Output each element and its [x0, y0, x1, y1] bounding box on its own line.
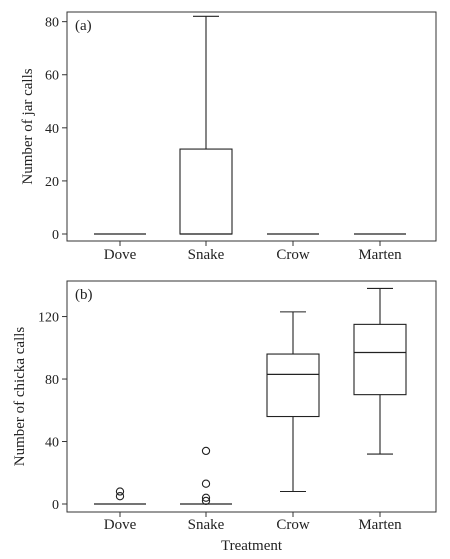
iqr-box [266, 353, 320, 418]
box-dove [94, 487, 146, 505]
x-tick-label: Dove [104, 517, 137, 533]
outlier-point [201, 493, 211, 502]
iqr-box [353, 323, 407, 396]
x-tick-label: Marten [358, 517, 402, 533]
outlier-point [115, 492, 125, 501]
panel-b: 0 40 80 120 Dove Snake Crow Marten (b) Number of … [12, 280, 437, 554]
y-tick-label: 80 [45, 16, 59, 31]
plot-frame [66, 11, 437, 242]
x-tick-label: Dove [104, 247, 137, 263]
outlier-point [201, 496, 211, 506]
x-tick-label: Marten [358, 247, 402, 263]
y-tick-label: 0 [52, 498, 59, 513]
plot-frame [66, 280, 437, 513]
box-snake [179, 15, 233, 235]
panel-label: (b) [75, 287, 93, 303]
y-tick-label: 80 [45, 373, 59, 388]
x-tick-label: Snake [188, 247, 225, 263]
box-snake [180, 446, 232, 506]
x-tick-label: Snake [188, 517, 225, 533]
y-tick-label: 40 [45, 436, 59, 451]
outlier-point [115, 487, 125, 496]
y-tick-label: 20 [45, 175, 59, 190]
y-tick-label: 0 [52, 228, 59, 243]
panel-a: 0 20 40 60 80 Dove Snake Crow Marten (a) Number of… [20, 11, 437, 263]
y-tick-label: 40 [45, 122, 59, 137]
x-axis-label: Treatment [221, 538, 283, 554]
y-axis-label: Number of jar calls [20, 68, 36, 184]
y-tick-label: 60 [45, 69, 59, 84]
y-tick-label: 120 [38, 311, 59, 326]
x-tick-label: Crow [276, 247, 310, 263]
x-tick-label: Crow [276, 517, 310, 533]
panel-label: (a) [75, 18, 92, 34]
iqr-box [179, 148, 233, 235]
y-axis-label: Number of chicka calls [12, 327, 28, 467]
box-crow [266, 311, 320, 493]
outlier-point [201, 479, 211, 488]
outlier-point [201, 446, 211, 456]
box-marten [353, 287, 407, 455]
